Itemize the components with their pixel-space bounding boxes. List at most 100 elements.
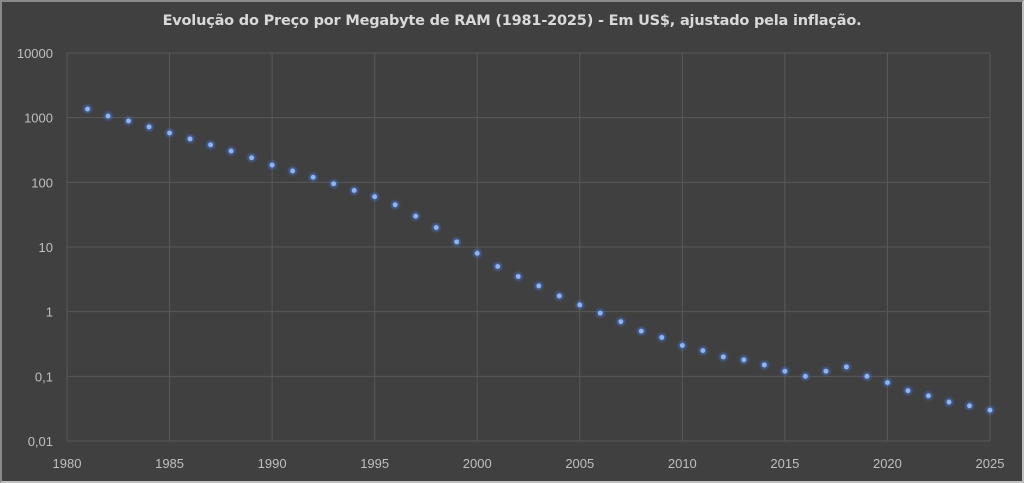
data-point-marker xyxy=(249,155,255,161)
data-point-marker xyxy=(351,188,357,193)
data-point-marker xyxy=(454,239,460,245)
data-point xyxy=(491,260,504,273)
x-tick-label: 1990 xyxy=(258,456,287,471)
data-point-marker xyxy=(228,148,234,154)
data-point xyxy=(594,307,607,320)
data-point-marker xyxy=(761,362,767,368)
data-point xyxy=(184,132,197,145)
data-point xyxy=(122,114,135,127)
data-point xyxy=(963,399,976,412)
data-point-marker xyxy=(290,168,296,174)
series-points xyxy=(81,103,996,417)
y-tick-label: 10 xyxy=(39,240,53,255)
data-point-marker xyxy=(885,380,890,386)
data-point-marker xyxy=(987,407,993,413)
y-tick-label: 1 xyxy=(46,305,53,320)
data-point xyxy=(409,210,422,223)
data-point-marker xyxy=(536,283,542,289)
data-point-marker xyxy=(700,348,706,353)
data-point xyxy=(327,177,340,190)
data-point-marker xyxy=(495,264,501,269)
data-point-marker xyxy=(741,357,747,363)
data-point-marker xyxy=(208,142,213,148)
data-point xyxy=(245,151,258,164)
chart-title: Evolução do Preço por Megabyte de RAM (1… xyxy=(162,13,862,29)
data-point-marker xyxy=(679,343,685,348)
data-point-marker xyxy=(413,213,419,219)
data-point xyxy=(307,171,320,184)
data-point-marker xyxy=(515,274,521,279)
data-point xyxy=(102,110,115,123)
data-point-marker xyxy=(577,302,583,308)
grid-lines xyxy=(66,52,991,442)
data-point xyxy=(286,164,299,177)
x-tick-label: 1995 xyxy=(360,456,389,471)
data-point xyxy=(758,358,771,371)
x-axis-ticks: 1980 1985 1990 1995 2000 2005 2010 2015 2020 2025 xyxy=(53,456,1005,471)
data-point-marker xyxy=(967,403,972,409)
data-point-marker xyxy=(372,194,378,200)
data-point-marker xyxy=(720,354,726,360)
data-point xyxy=(143,120,156,133)
data-point xyxy=(348,184,361,197)
data-point xyxy=(389,198,402,211)
data-point-marker xyxy=(310,174,316,180)
x-tick-label: 2000 xyxy=(463,456,492,471)
data-point xyxy=(635,325,648,338)
data-point-marker xyxy=(782,368,788,374)
data-point xyxy=(901,384,914,397)
y-tick-label: 100 xyxy=(31,175,53,190)
data-point-marker xyxy=(331,181,337,187)
x-tick-label: 2025 xyxy=(976,456,1005,471)
data-point xyxy=(799,370,812,383)
data-point xyxy=(737,353,750,366)
data-point-marker xyxy=(474,250,480,256)
data-point xyxy=(430,221,443,234)
x-tick-label: 2020 xyxy=(873,456,902,471)
data-point xyxy=(512,270,525,283)
data-point-marker xyxy=(618,319,624,325)
data-point xyxy=(922,389,935,402)
x-tick-label: 1985 xyxy=(155,456,184,471)
data-point-marker xyxy=(187,136,193,142)
data-point-marker xyxy=(146,124,152,130)
data-point xyxy=(655,331,668,344)
data-point-marker xyxy=(597,310,603,316)
data-point xyxy=(717,350,730,363)
data-point xyxy=(204,138,217,151)
data-point xyxy=(532,279,545,292)
data-point xyxy=(881,376,894,389)
data-point xyxy=(266,159,279,172)
data-point xyxy=(471,247,484,260)
data-point xyxy=(573,298,586,311)
data-point-marker xyxy=(126,118,131,124)
data-point-marker xyxy=(905,388,911,394)
data-point-marker xyxy=(85,106,90,112)
x-tick-label: 2005 xyxy=(565,456,594,471)
data-point-marker xyxy=(392,202,398,208)
y-axis-ticks: 0,01 0,1 1 10 100 1000 10000 xyxy=(17,46,53,449)
data-point xyxy=(368,190,381,203)
y-tick-label: 0,01 xyxy=(28,434,53,449)
data-point-marker xyxy=(946,399,952,405)
data-point-marker xyxy=(105,113,111,119)
data-point xyxy=(450,235,463,248)
data-point-marker xyxy=(926,393,931,399)
data-point xyxy=(614,315,627,328)
data-point xyxy=(225,145,238,158)
data-point xyxy=(984,404,996,417)
data-point xyxy=(778,365,791,378)
data-point-marker xyxy=(269,162,275,168)
data-point-marker xyxy=(864,373,870,379)
data-point-marker xyxy=(433,225,439,230)
x-tick-label: 2015 xyxy=(770,456,799,471)
x-tick-label: 1980 xyxy=(53,456,82,471)
data-point-marker xyxy=(167,130,172,136)
data-point-marker xyxy=(638,328,644,334)
data-point xyxy=(860,370,873,383)
data-point xyxy=(819,365,832,378)
data-point-marker xyxy=(556,293,562,299)
data-point xyxy=(81,103,94,116)
